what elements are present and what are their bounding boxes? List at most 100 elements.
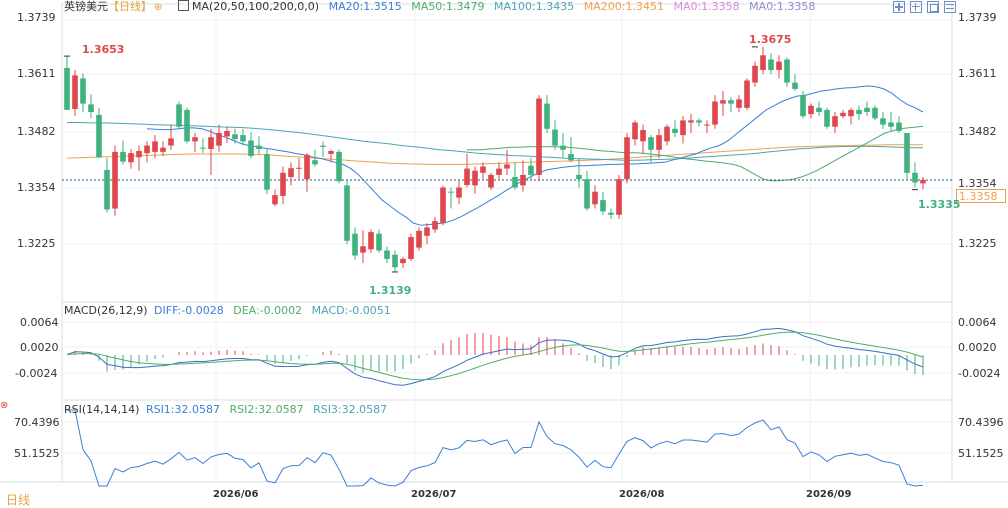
candle-body [480, 166, 486, 173]
rsi-tick-right: 70.4396 [958, 416, 1004, 429]
candle-body [720, 100, 726, 104]
rsi-title[interactable]: RSI(14,14,14) [64, 403, 140, 416]
candle-body [232, 134, 238, 140]
candle-body [128, 153, 134, 163]
candle-body [248, 140, 254, 156]
candle-body [456, 187, 462, 198]
high-annotation: 1.3653 [82, 43, 125, 56]
period-switch-button[interactable]: 日线 [6, 493, 31, 507]
candle-body [296, 167, 302, 169]
candle-body [784, 59, 790, 83]
macd-tick-right: 0.0020 [958, 341, 997, 354]
candle-body [584, 179, 590, 209]
candle-body [568, 154, 574, 161]
price-tick-right: 1.3611 [958, 67, 997, 80]
candle-body [216, 133, 222, 146]
current-price-tag: 1.3358 [956, 189, 1006, 203]
candle-body [856, 109, 862, 115]
candle-body [520, 174, 526, 186]
candle-body [400, 258, 406, 264]
macd-tick-left: 0.0064 [20, 316, 59, 329]
macd-title[interactable]: MACD(26,12,9) [64, 304, 148, 317]
candle-body [800, 95, 806, 117]
fullscreen-icon[interactable] [927, 1, 939, 13]
zoom-in-icon[interactable] [893, 1, 905, 13]
ma20-line [146, 85, 924, 226]
macd-diff-line [66, 327, 924, 386]
candle-body [536, 98, 542, 175]
candle-body [904, 133, 910, 173]
settings-icon[interactable]: ⊕ [154, 2, 163, 13]
menu-icon[interactable] [944, 1, 956, 13]
period-label[interactable]: 【日线】 [108, 0, 152, 13]
candle-body [112, 151, 118, 209]
macd-dea-line [66, 331, 924, 381]
candle-body [736, 99, 742, 108]
candle-body [376, 233, 382, 251]
candle-body [632, 122, 638, 140]
price-tick-right: 1.3225 [958, 237, 997, 250]
candle-body [864, 107, 870, 112]
candle-body [168, 138, 174, 146]
rsi2-value: RSI2:32.0587 [229, 403, 304, 416]
crosshair-icon[interactable] [910, 1, 922, 13]
macd-tick-right: -0.0024 [958, 367, 1001, 380]
candle-body [384, 250, 390, 259]
candle-body [344, 185, 350, 241]
candle-body [552, 129, 558, 146]
candle-body [120, 151, 126, 162]
macd-diff: DIFF:-0.0028 [154, 304, 224, 317]
ma-title[interactable]: MA(20,50,100,200,0,0) [192, 0, 320, 13]
candle-body [352, 233, 358, 256]
candle-body [304, 154, 310, 180]
candle-body [424, 227, 430, 236]
candle-body [448, 191, 454, 193]
candle-body [712, 101, 718, 125]
price-tick-left: 1.3611 [17, 67, 56, 80]
ma50-value: MA50:1.3479 [411, 0, 485, 13]
ma100-value: MA100:1.3435 [494, 0, 575, 13]
candle-body [888, 122, 894, 127]
price-tick-left: 1.3354 [17, 181, 56, 194]
candle-body [752, 65, 758, 83]
candle-body [592, 191, 598, 205]
symbol-title: 英镑美元【日线】 ⊕ [64, 0, 162, 14]
candle-body [64, 67, 70, 110]
candle-body [200, 147, 206, 149]
candle-body [528, 165, 534, 175]
price-tick-right: 1.3354 [958, 177, 997, 190]
candle-body [728, 100, 734, 104]
candle-body [272, 195, 278, 205]
candle-body [72, 75, 78, 109]
candle-body [136, 151, 142, 158]
candle-body [560, 145, 566, 150]
price-tick-left: 1.3225 [17, 237, 56, 250]
candle-body [328, 151, 334, 154]
ma50-line [467, 125, 924, 182]
x-axis-label: 2026/09 [806, 489, 852, 500]
candle-body [368, 232, 374, 250]
price-tick-left: 1.3482 [17, 125, 56, 138]
macd-dea: DEA:-0.0002 [233, 304, 303, 317]
low-annotation: 1.3139 [369, 284, 412, 297]
candle-body [688, 120, 694, 123]
candle-body [696, 120, 702, 123]
candle-body [896, 122, 902, 131]
candle-body [80, 78, 86, 104]
ma0-value-b: MA0:1.3358 [749, 0, 816, 13]
indicator-toggle-icon[interactable]: ⊗ [0, 400, 9, 411]
candle-body [392, 254, 398, 268]
rsi3-value: RSI3:32.0587 [313, 403, 388, 416]
candle-body [664, 126, 670, 142]
candle-body [768, 59, 774, 70]
candle-body [792, 82, 798, 89]
candle-body [600, 200, 606, 212]
candle-body [544, 103, 550, 129]
candle-body [840, 112, 846, 117]
candle-body [176, 104, 182, 127]
last-low-annotation: 1.3335 [918, 198, 961, 211]
candle-body [432, 221, 438, 230]
ma-box-icon[interactable] [178, 0, 189, 11]
candle-body [640, 130, 646, 142]
